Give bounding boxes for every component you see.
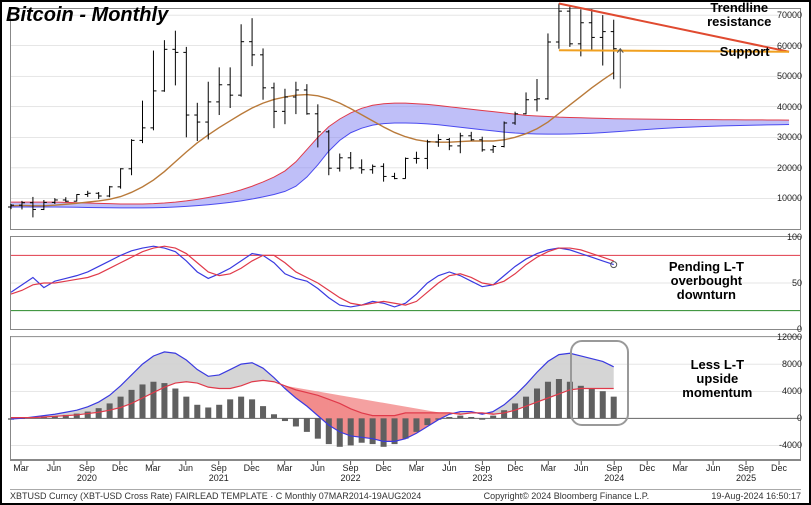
x-year-label: 2021 <box>203 473 235 483</box>
x-month-label: Jun <box>569 463 593 473</box>
price-ytick: 40000 <box>777 102 802 112</box>
x-month-label: Sep <box>339 463 363 473</box>
macd-ytick: 4000 <box>782 386 802 396</box>
x-month-label: Jun <box>174 463 198 473</box>
macd-ytick: 8000 <box>782 359 802 369</box>
x-month-label: Jun <box>701 463 725 473</box>
macd-ytick: 12000 <box>777 332 802 342</box>
x-year-label: 2023 <box>466 473 498 483</box>
x-month-label: Dec <box>108 463 132 473</box>
x-month-label: Sep <box>734 463 758 473</box>
macd-chart <box>11 337 800 459</box>
osc-ytick: 100 <box>787 232 802 242</box>
x-month-label: Sep <box>470 463 494 473</box>
x-year-label: 2020 <box>71 473 103 483</box>
price-ytick: 70000 <box>777 10 802 20</box>
x-month-label: Mar <box>668 463 692 473</box>
x-month-label: Sep <box>602 463 626 473</box>
price-ytick: 20000 <box>777 163 802 173</box>
x-month-label: Sep <box>75 463 99 473</box>
oscillator-panel: 050100Pending L-Toverboughtdownturn <box>10 236 801 330</box>
price-ytick: 60000 <box>777 41 802 51</box>
price-ytick: 10000 <box>777 193 802 203</box>
x-month-label: Dec <box>635 463 659 473</box>
x-month-label: Jun <box>306 463 330 473</box>
macd-ytick: -4000 <box>779 440 802 450</box>
price-chart <box>11 9 800 229</box>
osc-ytick: 50 <box>792 278 802 288</box>
x-month-label: Jun <box>437 463 461 473</box>
price-panel: 10000200003000040000500006000070000Trend… <box>10 8 801 230</box>
x-month-label: Mar <box>273 463 297 473</box>
x-year-label: 2022 <box>335 473 367 483</box>
oscillator-chart <box>11 237 800 329</box>
macd-ytick: 0 <box>797 413 802 423</box>
footer-bar: XBTUSD Curncy (XBT-USD Cross Rate) FAIRL… <box>10 489 801 501</box>
x-month-label: Mar <box>536 463 560 473</box>
x-year-label: 2024 <box>598 473 630 483</box>
price-ytick: 50000 <box>777 71 802 81</box>
x-month-label: Sep <box>207 463 231 473</box>
chart-title: Bitcoin - Monthly <box>6 4 168 27</box>
x-month-label: Jun <box>42 463 66 473</box>
x-month-label: Dec <box>767 463 791 473</box>
footer-right: 19-Aug-2024 16:50:17 <box>711 491 801 501</box>
footer-left: XBTUSD Curncy (XBT-USD Cross Rate) FAIRL… <box>10 491 421 501</box>
macd-panel: -400004000800012000Less L-Tupsidemomentu… <box>10 336 801 460</box>
x-axis-strip: Mar Jun Sep Dec Mar Jun Sep Dec Mar Jun Sep Dec Mar J… <box>10 460 801 489</box>
footer-center: Copyright© 2024 Bloomberg Finance L.P. <box>484 491 650 501</box>
x-year-label: 2025 <box>730 473 762 483</box>
x-month-label: Dec <box>503 463 527 473</box>
x-month-label: Mar <box>404 463 428 473</box>
x-month-label: Mar <box>9 463 33 473</box>
price-ytick: 30000 <box>777 132 802 142</box>
x-month-label: Mar <box>141 463 165 473</box>
x-month-label: Dec <box>372 463 396 473</box>
x-month-label: Dec <box>240 463 264 473</box>
